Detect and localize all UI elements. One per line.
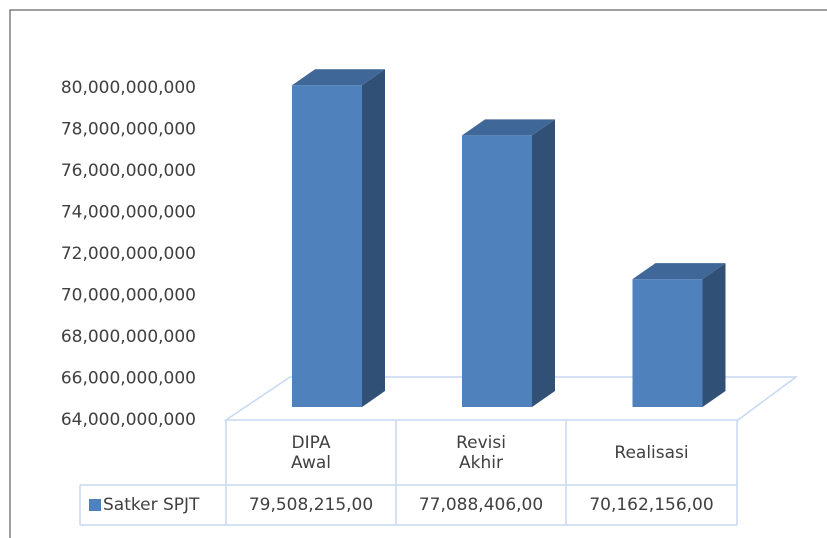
bar — [292, 85, 362, 408]
data-label: 70,162,156,00 — [589, 495, 714, 515]
y-tick-label: 76,000,000,000 — [61, 161, 196, 181]
bar-top — [292, 69, 385, 86]
bar-top — [462, 119, 555, 136]
bar — [632, 279, 703, 407]
data-label: 79,508,215,00 — [248, 495, 374, 515]
bar-side — [702, 263, 726, 407]
y-tick-label: 72,000,000,000 — [61, 244, 196, 264]
x-tick-label: DIPA Awal — [291, 432, 331, 473]
y-tick-label: 64,000,000,000 — [61, 410, 196, 430]
data-label: 77,088,406,00 — [418, 495, 544, 515]
bar-side — [362, 69, 385, 408]
x-tick-label: Realisasi — [614, 442, 689, 463]
y-tick-label: 78,000,000,000 — [61, 120, 196, 140]
bar-side — [532, 119, 555, 407]
y-tick-label: 70,000,000,000 — [61, 286, 196, 306]
y-tick-label: 80,000,000,000 — [61, 78, 196, 98]
y-tick-label: 66,000,000,000 — [61, 369, 196, 389]
y-tick-label: 74,000,000,000 — [61, 203, 196, 223]
frame — [9, 9, 827, 538]
legend-swatch — [89, 499, 101, 511]
bar-top — [632, 263, 726, 280]
x-tick-label: Revisi Akhir — [456, 432, 506, 473]
bar — [462, 135, 532, 407]
legend-label: Satker SPJT — [103, 495, 200, 515]
y-tick-label: 68,000,000,000 — [61, 327, 196, 347]
